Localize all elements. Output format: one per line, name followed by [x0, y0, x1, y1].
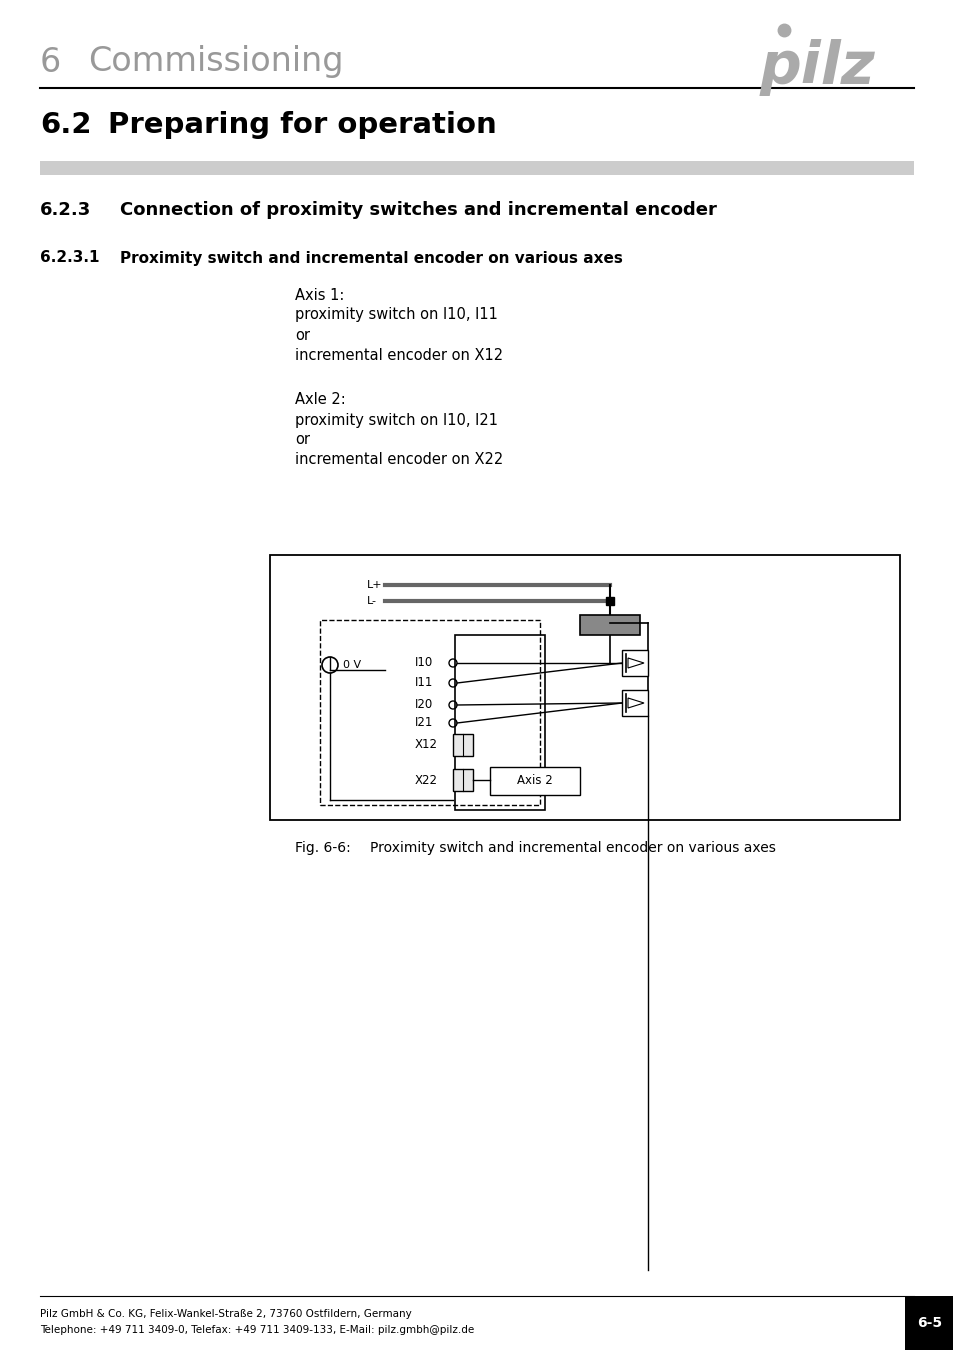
- Text: 6.2.3: 6.2.3: [40, 201, 91, 219]
- Text: Axis 2: Axis 2: [517, 775, 553, 787]
- Text: Connection of proximity switches and incremental encoder: Connection of proximity switches and inc…: [120, 201, 716, 219]
- Bar: [904, 1296, 953, 1350]
- Text: proximity switch on I10, I11: proximity switch on I10, I11: [294, 308, 497, 323]
- Bar: [455, 634, 544, 810]
- Text: Commissioning: Commissioning: [88, 46, 343, 78]
- Bar: [270, 555, 899, 819]
- Text: Fig. 6-6:: Fig. 6-6:: [294, 841, 351, 855]
- Text: I21: I21: [415, 717, 433, 729]
- Text: X22: X22: [415, 774, 437, 787]
- Text: 0 V: 0 V: [343, 660, 361, 670]
- Text: X12: X12: [415, 738, 437, 752]
- Bar: [319, 620, 539, 805]
- Text: Pilz GmbH & Co. KG, Felix-Wankel-Straße 2, 73760 Ostfildern, Germany: Pilz GmbH & Co. KG, Felix-Wankel-Straße …: [40, 1310, 412, 1319]
- Text: or: or: [294, 328, 310, 343]
- Bar: [453, 769, 473, 791]
- Text: Proximity switch and incremental encoder on various axes: Proximity switch and incremental encoder…: [370, 841, 775, 855]
- Text: incremental encoder on X12: incremental encoder on X12: [294, 347, 502, 363]
- Text: Proximity switch and incremental encoder on various axes: Proximity switch and incremental encoder…: [120, 251, 622, 266]
- Text: L-: L-: [367, 595, 376, 606]
- Text: 6: 6: [40, 46, 61, 78]
- Text: 6-5: 6-5: [916, 1316, 941, 1330]
- Text: L+: L+: [367, 580, 382, 590]
- Text: incremental encoder on X22: incremental encoder on X22: [294, 452, 503, 467]
- Text: Telephone: +49 711 3409-0, Telefax: +49 711 3409-133, E-Mail: pilz.gmbh@pilz.de: Telephone: +49 711 3409-0, Telefax: +49 …: [40, 1324, 474, 1335]
- Text: pilz: pilz: [760, 39, 875, 96]
- Text: proximity switch on I10, I21: proximity switch on I10, I21: [294, 413, 497, 428]
- Text: I11: I11: [415, 676, 433, 690]
- Text: Axle 2:: Axle 2:: [294, 393, 345, 408]
- Bar: [453, 734, 473, 756]
- Bar: [40, 161, 913, 176]
- Bar: [490, 767, 579, 795]
- Text: I20: I20: [415, 698, 433, 711]
- Text: or: or: [294, 432, 310, 447]
- Bar: [621, 649, 647, 676]
- Bar: [621, 690, 647, 716]
- Text: I10: I10: [415, 656, 433, 670]
- Bar: [579, 616, 639, 634]
- Text: 6.2: 6.2: [40, 111, 91, 139]
- Text: Preparing for operation: Preparing for operation: [108, 111, 497, 139]
- Text: 6.2.3.1: 6.2.3.1: [40, 251, 99, 266]
- Text: Axis 1:: Axis 1:: [294, 288, 344, 302]
